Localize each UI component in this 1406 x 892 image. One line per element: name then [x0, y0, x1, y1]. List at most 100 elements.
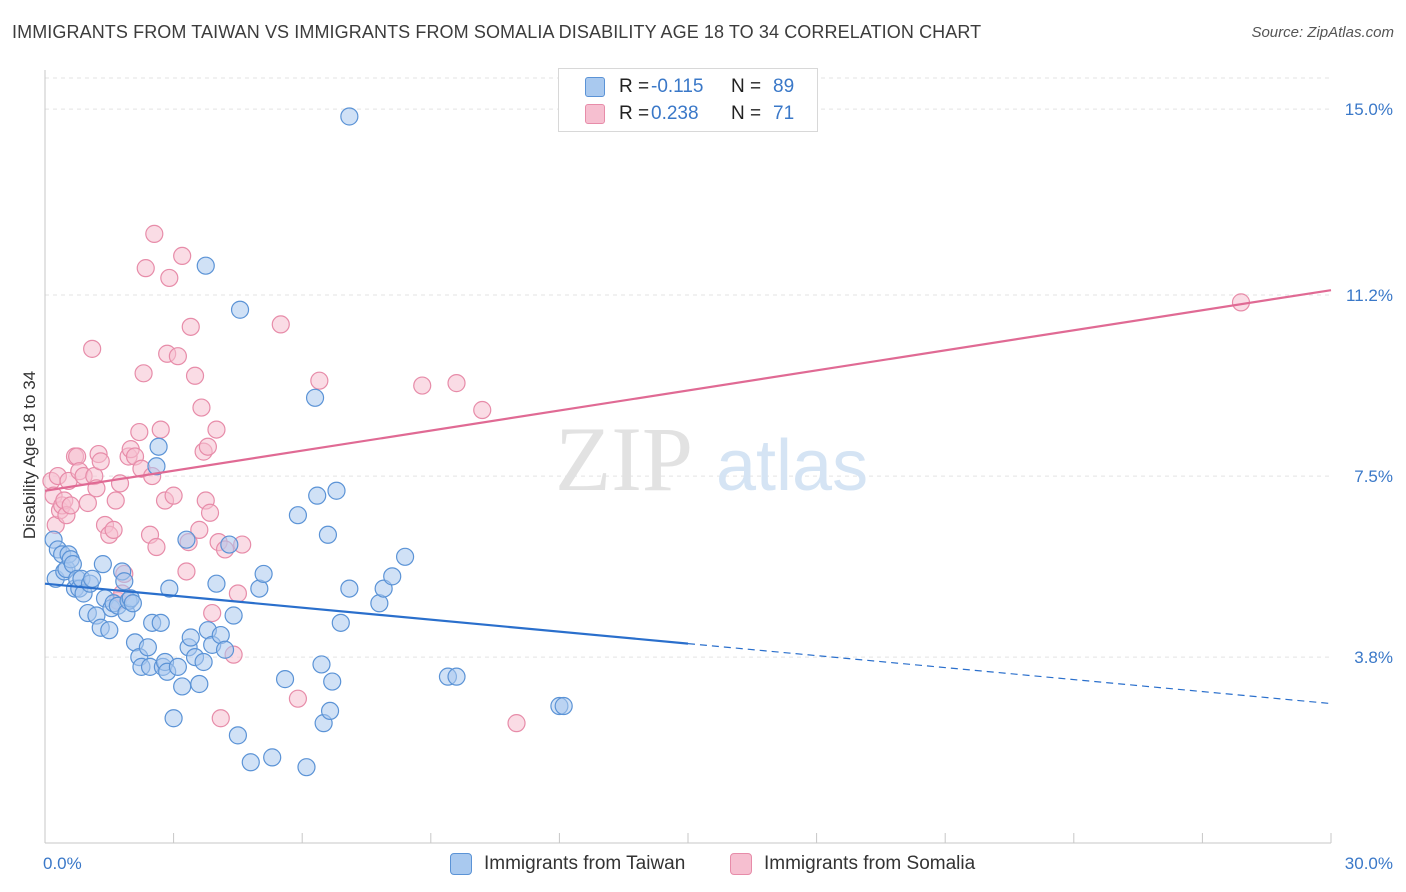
y-tick-label: 11.2%	[1346, 286, 1393, 305]
x-tick-label: 30.0%	[1345, 854, 1393, 873]
taiwan-point	[228, 726, 247, 745]
somalia-point	[200, 503, 220, 522]
y-tick-label: 3.8%	[1354, 648, 1393, 667]
somalia-point	[271, 315, 290, 334]
taiwan-point	[93, 555, 112, 574]
taiwan-point	[331, 613, 350, 632]
somalia-point	[288, 689, 308, 708]
taiwan-trend-extension	[687, 643, 1332, 705]
taiwan-point	[160, 579, 179, 598]
trend-lines	[44, 289, 1332, 705]
watermark: ZIP atlas	[555, 408, 868, 510]
taiwan-point	[323, 672, 342, 691]
somalia-point	[203, 603, 222, 623]
r-label: R =	[619, 76, 650, 97]
taiwan-point	[297, 758, 316, 777]
x-tick-label: 0.0%	[43, 854, 82, 873]
taiwan-trend-line	[44, 582, 689, 645]
taiwan-point	[207, 574, 226, 593]
r-label: R =	[619, 103, 650, 124]
taiwan-point	[318, 525, 338, 544]
somalia-point	[61, 496, 80, 515]
somalia-point	[190, 520, 209, 539]
taiwan-point	[224, 606, 243, 625]
taiwan-points	[44, 107, 573, 777]
somalia-point	[185, 366, 205, 385]
somalia-point	[207, 420, 226, 439]
taiwan-point	[181, 628, 200, 647]
taiwan-point	[340, 579, 359, 598]
taiwan-point	[147, 457, 166, 476]
taiwan-legend-swatch	[450, 853, 472, 875]
somalia-point	[310, 371, 329, 390]
taiwan-point	[320, 701, 340, 721]
n-label: N =	[731, 76, 762, 97]
somalia-swatch	[585, 104, 605, 124]
legend-row-taiwan: R = -0.115 N = 89	[585, 75, 794, 99]
somalia-legend-swatch	[730, 853, 752, 875]
taiwan-point	[263, 748, 282, 767]
taiwan-point	[312, 655, 331, 674]
taiwan-point	[83, 569, 102, 588]
somalia-point	[147, 537, 166, 557]
n-label: N =	[731, 103, 762, 124]
somalia-point	[168, 347, 187, 366]
taiwan-point	[173, 677, 192, 696]
taiwan-point	[190, 674, 209, 694]
taiwan-point	[164, 709, 183, 728]
taiwan-point	[149, 437, 168, 456]
taiwan-point	[288, 506, 308, 525]
grid-lines	[45, 77, 1331, 658]
somalia-point	[473, 400, 492, 420]
somalia-point	[160, 268, 179, 288]
taiwan-point	[395, 547, 415, 566]
somalia-point	[134, 364, 153, 383]
taiwan-point	[230, 300, 250, 319]
taiwan-point	[327, 481, 346, 500]
taiwan-legend-label: Immigrants from Taiwan	[484, 853, 686, 874]
taiwan-swatch	[585, 77, 605, 97]
n-value: 71	[773, 103, 795, 124]
somalia-point	[192, 398, 211, 417]
somalia-legend-label: Immigrants from Somalia	[764, 853, 976, 874]
somalia-point	[130, 422, 149, 442]
correlation-legend: R = -0.115 N = 89 R = 0.238 N = 71	[558, 68, 818, 132]
somalia-point	[177, 562, 196, 581]
somalia-point	[181, 317, 200, 336]
y-tick-label: 7.5%	[1354, 467, 1393, 486]
taiwan-point	[275, 670, 295, 689]
somalia-point	[198, 437, 217, 456]
taiwan-point	[447, 667, 466, 686]
somalia-point	[211, 709, 230, 728]
taiwan-point	[151, 613, 170, 632]
n-value: 89	[773, 76, 795, 97]
source-credit: Source: ZipAtlas.com	[1251, 24, 1394, 41]
taiwan-point	[168, 657, 187, 676]
somalia-point	[507, 714, 526, 733]
bottom-legend-taiwan: Immigrants from Taiwan	[450, 852, 685, 876]
somalia-point	[91, 452, 110, 471]
somalia-point	[413, 376, 432, 395]
somalia-point	[78, 493, 97, 513]
taiwan-point	[115, 572, 134, 591]
watermark-zip: ZIP	[555, 408, 693, 510]
taiwan-point	[215, 640, 235, 659]
taiwan-point	[196, 256, 215, 275]
y-ticks: 3.8% 7.5% 11.2% 15.0%	[1345, 100, 1393, 667]
r-value: -0.115	[651, 76, 704, 97]
taiwan-point	[100, 621, 119, 640]
taiwan-point	[340, 107, 359, 126]
somalia-point	[106, 491, 125, 510]
y-tick-label: 15.0%	[1345, 100, 1393, 119]
legend-row-somalia: R = 0.238 N = 71	[585, 102, 794, 126]
r-value: 0.238	[651, 103, 699, 124]
taiwan-point	[241, 753, 260, 772]
somalia-point	[173, 246, 192, 266]
taiwan-point	[305, 388, 325, 407]
somalia-point	[83, 339, 102, 358]
taiwan-point	[177, 530, 196, 549]
taiwan-point	[308, 486, 327, 505]
somalia-point	[228, 584, 247, 603]
watermark-atlas: atlas	[716, 426, 868, 506]
